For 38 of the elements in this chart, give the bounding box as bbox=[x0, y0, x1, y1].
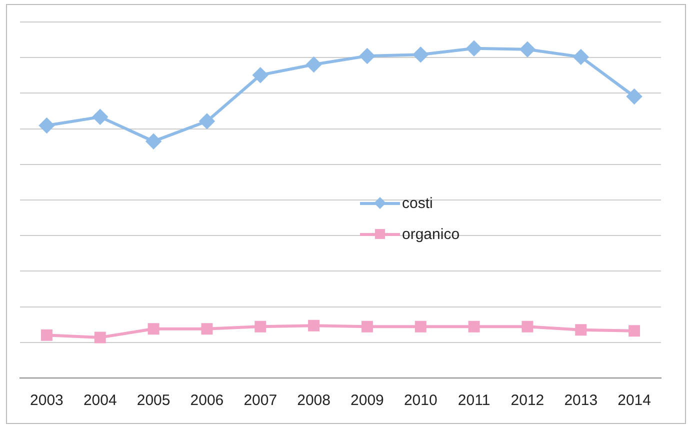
point bbox=[468, 320, 480, 332]
x-tick-label: 2006 bbox=[190, 392, 224, 410]
point bbox=[414, 320, 426, 332]
point bbox=[306, 57, 322, 72]
point bbox=[308, 320, 320, 332]
point bbox=[39, 118, 54, 134]
point bbox=[361, 320, 373, 332]
point bbox=[94, 332, 106, 344]
x-tick-label: 2004 bbox=[83, 392, 117, 410]
point bbox=[254, 320, 266, 332]
x-tick-label: 2012 bbox=[510, 392, 544, 410]
point bbox=[575, 324, 587, 336]
point bbox=[146, 134, 162, 149]
point bbox=[626, 88, 642, 104]
point bbox=[522, 320, 534, 332]
point bbox=[148, 323, 160, 335]
point bbox=[520, 42, 535, 57]
x-tick-label: 2011 bbox=[458, 392, 490, 410]
point bbox=[40, 329, 52, 341]
point bbox=[92, 109, 108, 124]
point bbox=[201, 323, 213, 335]
point bbox=[466, 40, 482, 56]
x-tick-label: 2007 bbox=[244, 392, 278, 410]
x-tick-label: 2014 bbox=[618, 392, 651, 410]
legend-label: organico bbox=[402, 226, 460, 243]
point bbox=[199, 114, 214, 129]
x-tick-label: 2013 bbox=[564, 392, 598, 410]
point bbox=[413, 47, 428, 62]
x-tick-label: 2005 bbox=[136, 392, 170, 410]
point bbox=[628, 325, 640, 337]
point bbox=[252, 68, 268, 83]
x-tick-label: 2008 bbox=[297, 392, 330, 410]
point bbox=[573, 49, 588, 64]
x-tick-label: 2009 bbox=[350, 392, 384, 410]
x-tick-label: 2003 bbox=[30, 392, 64, 410]
point bbox=[360, 48, 375, 64]
legend-label: costi bbox=[402, 195, 433, 212]
x-tick-label: 2010 bbox=[404, 392, 438, 410]
